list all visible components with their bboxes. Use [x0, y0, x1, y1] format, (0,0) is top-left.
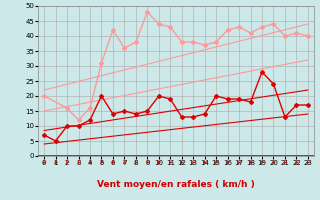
X-axis label: Vent moyen/en rafales ( km/h ): Vent moyen/en rafales ( km/h ) [97, 180, 255, 189]
